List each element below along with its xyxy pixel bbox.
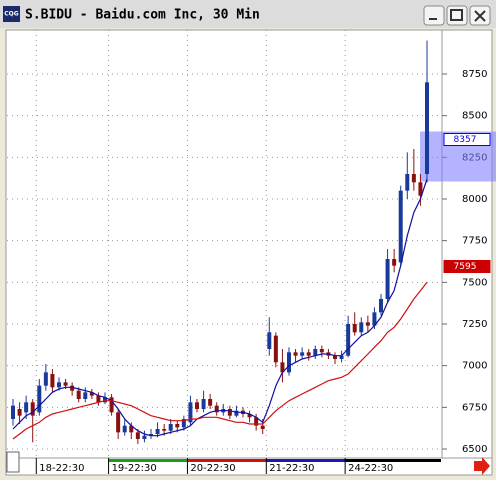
maximize-button[interactable]: [446, 5, 468, 26]
window-title: S.BIDU - Baidu.com Inc, 30 Min: [25, 8, 260, 23]
app-icon-text: CQG: [4, 11, 19, 18]
y-tick-label: 7000: [462, 361, 487, 372]
x-tick-label: 19-22:30: [112, 463, 157, 474]
candle-body: [234, 410, 239, 416]
candle-body: [24, 402, 29, 413]
x-tick-label: 24-22:30: [348, 463, 393, 474]
candle-body: [254, 417, 259, 426]
candle-body: [122, 425, 127, 433]
candle-body: [411, 174, 416, 183]
x-axis-panel: [5, 457, 493, 476]
candle-body: [57, 382, 61, 388]
candle-body: [30, 402, 35, 416]
app-icon: [3, 6, 20, 22]
candle-body: [425, 82, 429, 174]
candle-body: [109, 397, 114, 413]
candle-body: [149, 434, 153, 436]
y-tick-label: 8500: [462, 111, 487, 122]
candle-body: [168, 424, 173, 431]
candle-body: [280, 362, 285, 373]
close-button[interactable]: [469, 5, 491, 26]
candle-body: [372, 312, 377, 326]
candle-body: [135, 432, 140, 439]
candle-body: [267, 332, 272, 349]
candle-body: [201, 399, 206, 409]
scroll-box[interactable]: [6, 451, 20, 473]
price-marker-box: [443, 133, 491, 146]
candle-body: [339, 355, 344, 359]
candle-body: [83, 392, 88, 399]
candle-body: [142, 435, 147, 439]
candle-body: [208, 399, 213, 406]
candle-body: [313, 349, 318, 356]
candle-body: [398, 190, 403, 263]
candle-body: [76, 390, 81, 399]
candle-body: [418, 182, 423, 196]
candle-body: [260, 425, 265, 429]
candle-body: [70, 385, 75, 391]
minimize-button[interactable]: [423, 5, 445, 26]
session-bar: [36, 459, 109, 462]
candle-body: [333, 355, 337, 359]
candle-body: [17, 409, 22, 416]
candle-body: [37, 385, 42, 413]
y-tick-label: 8000: [462, 194, 487, 205]
moving-average-line: [12, 281, 428, 440]
candle-body: [162, 429, 167, 431]
y-tick-label: 7250: [462, 319, 487, 330]
y-tick-label: 8750: [462, 69, 487, 80]
candle-body: [359, 322, 364, 333]
y-tick-label: 6750: [462, 402, 487, 413]
candle-body: [247, 414, 252, 418]
candle-body: [195, 402, 199, 409]
candle-body: [273, 335, 278, 363]
session-bar: [187, 459, 267, 462]
candle-body: [175, 424, 180, 428]
candle-body: [188, 402, 193, 423]
session-bar: [345, 459, 441, 462]
price-marker-label: 8357: [454, 135, 477, 145]
candle-body: [365, 322, 370, 326]
x-tick-label: 18-22:30: [39, 463, 84, 474]
y-tick-label: 6500: [462, 444, 487, 455]
candle-body: [227, 409, 232, 416]
candle-body: [319, 349, 324, 353]
y-tick-label: 7750: [462, 236, 487, 247]
scroll-arrow[interactable]: [474, 457, 490, 475]
candle-body: [293, 352, 298, 356]
candle-body: [287, 352, 291, 373]
price-marker-box: [443, 260, 491, 273]
candle-body: [50, 374, 55, 388]
candle-body: [214, 405, 219, 413]
candle-body: [346, 324, 351, 356]
candle-body: [405, 174, 410, 191]
candle-body: [306, 352, 311, 356]
candle-body: [392, 259, 397, 266]
candle-body: [181, 419, 186, 428]
plot-area: [5, 29, 443, 459]
candle-body: [129, 425, 134, 433]
x-tick-label: 20-22:30: [190, 463, 235, 474]
y-axis-panel: [441, 29, 493, 459]
y-tick-label: 7500: [462, 277, 487, 288]
x-tick-label: 21-22:30: [269, 463, 314, 474]
candle-body: [300, 352, 305, 356]
candle-body: [116, 412, 121, 433]
candle-body: [155, 429, 160, 434]
title-bar: [0, 0, 496, 28]
price-marker-label: 7595: [454, 262, 477, 272]
candle-body: [96, 395, 101, 403]
moving-average-line: [12, 178, 428, 437]
candle-body: [385, 259, 390, 299]
candle-body: [89, 392, 94, 396]
candle-body: [43, 372, 48, 386]
session-bar: [108, 459, 188, 462]
candle-body: [103, 397, 107, 403]
candle-body: [11, 405, 15, 419]
candle-body: [63, 382, 68, 386]
candle-body: [379, 299, 383, 313]
candle-body: [352, 324, 357, 333]
session-bar: [266, 459, 346, 462]
